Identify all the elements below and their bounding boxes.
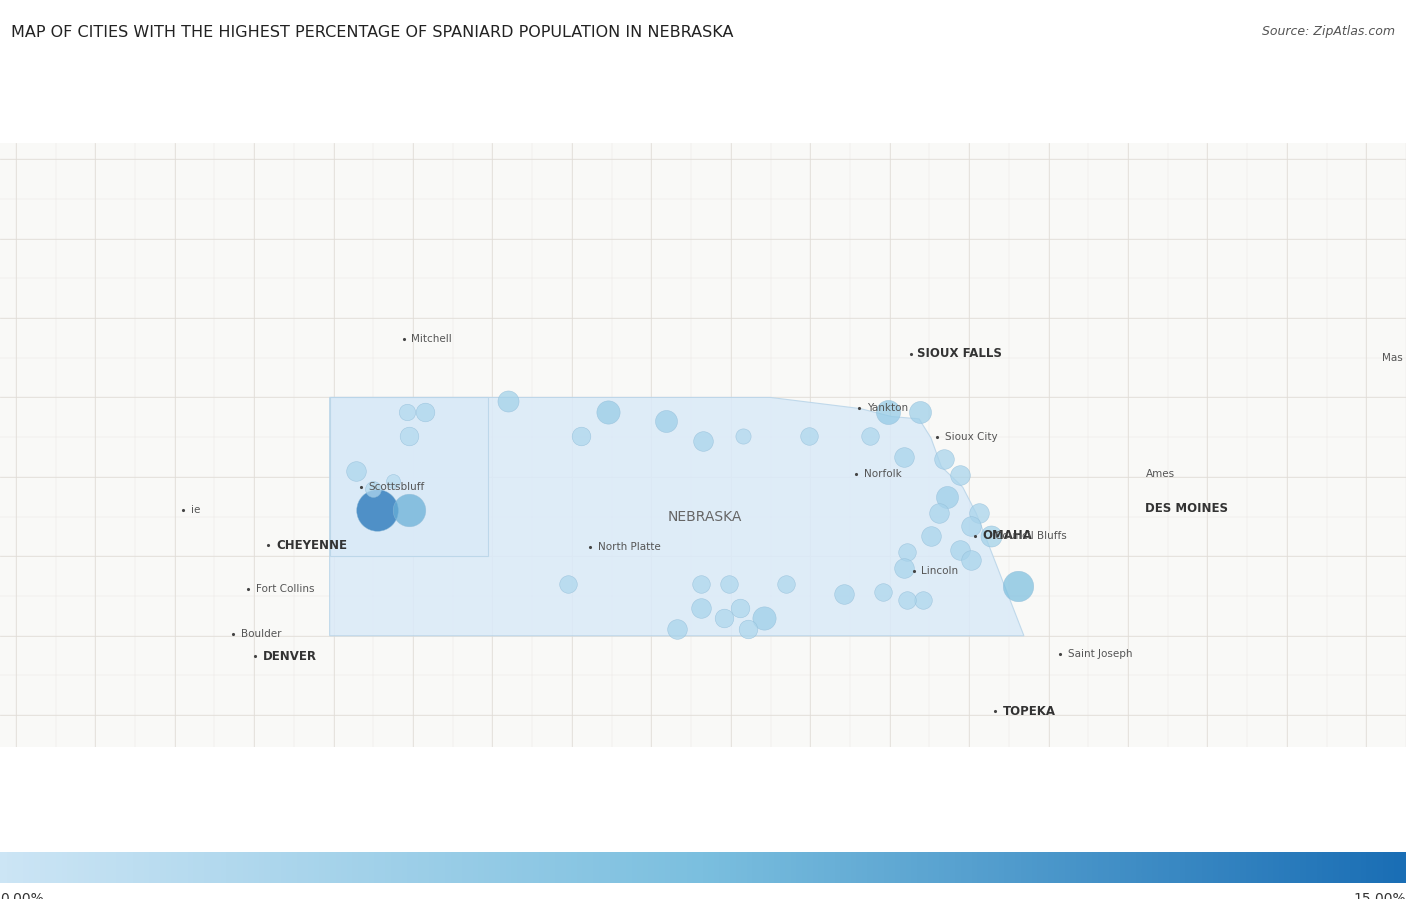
Point <box>737 622 759 636</box>
Point <box>967 505 990 520</box>
Text: Mas: Mas <box>1382 352 1403 362</box>
Text: 15.00%: 15.00% <box>1354 892 1406 899</box>
Point <box>859 429 882 443</box>
Point <box>928 505 950 520</box>
Text: CHEYENNE: CHEYENNE <box>277 539 347 552</box>
Point <box>1007 579 1029 593</box>
Point <box>395 405 418 419</box>
Text: Scottsbluff: Scottsbluff <box>368 482 425 493</box>
Point <box>893 450 915 464</box>
Point <box>948 543 970 557</box>
Point <box>896 545 918 559</box>
Point <box>363 482 385 496</box>
Text: 0.00%: 0.00% <box>0 892 44 899</box>
Text: DENVER: DENVER <box>263 650 316 663</box>
Text: Yankton: Yankton <box>866 403 908 413</box>
Point <box>948 468 970 483</box>
Point <box>872 585 894 600</box>
Point <box>654 414 676 429</box>
Point <box>382 474 405 488</box>
Point <box>935 490 957 504</box>
Point <box>718 577 741 592</box>
Point <box>398 429 420 443</box>
Text: SIOUX FALLS: SIOUX FALLS <box>918 347 1002 360</box>
Point <box>797 429 820 443</box>
Text: Mitchell: Mitchell <box>412 334 453 344</box>
Point <box>775 577 797 592</box>
Text: NEBRASKA: NEBRASKA <box>668 510 741 523</box>
Point <box>398 503 420 518</box>
Text: Council Bluffs: Council Bluffs <box>994 530 1066 540</box>
Text: TOPEKA: TOPEKA <box>1002 705 1056 717</box>
Text: Lincoln: Lincoln <box>921 566 959 576</box>
Point <box>932 452 955 467</box>
Polygon shape <box>329 397 1024 636</box>
Text: DES MOINES: DES MOINES <box>1146 503 1229 515</box>
Point <box>959 519 981 533</box>
Point <box>596 405 619 419</box>
Text: Boulder: Boulder <box>240 629 281 639</box>
Point <box>498 395 520 409</box>
Text: Fort Collins: Fort Collins <box>256 583 315 594</box>
Point <box>959 553 981 567</box>
Point <box>557 577 579 592</box>
Point <box>877 405 900 419</box>
Point <box>980 530 1002 544</box>
Text: Sioux City: Sioux City <box>945 432 998 442</box>
Text: Source: ZipAtlas.com: Source: ZipAtlas.com <box>1261 25 1395 38</box>
Point <box>689 601 711 615</box>
Text: OMAHA: OMAHA <box>983 530 1032 542</box>
Text: Ames: Ames <box>1146 469 1174 479</box>
Point <box>665 622 688 636</box>
Point <box>908 405 931 419</box>
Polygon shape <box>329 397 488 556</box>
Point <box>413 405 436 419</box>
Text: Norfolk: Norfolk <box>865 469 903 479</box>
Point <box>571 429 593 443</box>
Point <box>713 611 735 626</box>
Point <box>692 434 714 449</box>
Text: North Platte: North Platte <box>598 542 661 552</box>
Point <box>754 611 776 626</box>
Point <box>344 463 367 477</box>
Point <box>920 530 942 544</box>
Point <box>730 601 752 615</box>
Point <box>896 592 918 607</box>
Text: Saint Joseph: Saint Joseph <box>1069 649 1133 659</box>
Text: ie: ie <box>191 505 200 515</box>
Point <box>366 503 388 518</box>
Point <box>893 561 915 575</box>
Point <box>832 587 855 601</box>
Point <box>911 592 934 607</box>
Point <box>731 429 754 443</box>
Point <box>689 577 711 592</box>
Text: MAP OF CITIES WITH THE HIGHEST PERCENTAGE OF SPANIARD POPULATION IN NEBRASKA: MAP OF CITIES WITH THE HIGHEST PERCENTAG… <box>11 25 734 40</box>
